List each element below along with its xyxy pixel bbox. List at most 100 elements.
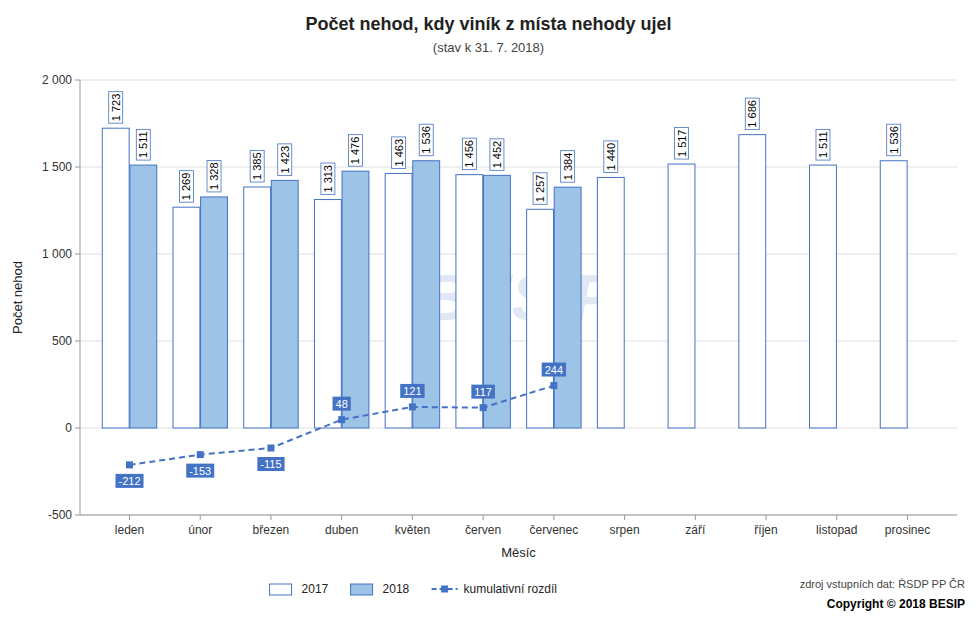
watermark: BESIP	[422, 262, 614, 334]
bar-label-text: 1 511	[137, 131, 149, 158]
bar	[201, 197, 228, 428]
bar	[880, 161, 907, 428]
bar-label: 1 463	[392, 137, 406, 169]
bar-label-text: 1 463	[393, 139, 405, 167]
bar-label: 1 476	[348, 135, 362, 167]
y-tick-label: 0	[65, 421, 72, 435]
y-tick	[75, 167, 80, 168]
subtitle: (stav k 31. 7. 2018)	[433, 40, 544, 55]
legend-marker	[441, 586, 448, 593]
bar-label: 1 511	[816, 129, 830, 160]
y-tick-label: 2 000	[42, 73, 72, 87]
bar-label: 1 384	[561, 151, 575, 183]
marker	[480, 404, 487, 411]
marker	[267, 445, 274, 452]
y-tick-label: 1 500	[42, 160, 72, 174]
bar-label-box	[561, 151, 575, 183]
legend-swatch	[270, 584, 292, 595]
legend-label: kumulativní rozdíl	[464, 582, 557, 596]
bar-label-box	[887, 124, 901, 156]
data-labels: 1 723 1 269 1 385 1 313 1 463 1 456 1 257 1 440…	[109, 92, 901, 488]
legend-item: 2018	[351, 582, 410, 596]
line-label-text: 121	[403, 385, 421, 397]
x-axis-line	[80, 515, 957, 516]
bar-label: 1 313	[321, 163, 335, 195]
bar-label-box	[745, 98, 759, 130]
bar-label-text: 1 269	[180, 173, 192, 201]
line-label-box	[186, 464, 214, 478]
marker	[197, 451, 204, 458]
bar-label-box	[490, 139, 504, 171]
x-tick-label: únor	[188, 523, 212, 537]
x-tick	[200, 515, 201, 520]
chart: Počet nehod, kdy viník z místa nehody uj…	[0, 0, 977, 632]
grid-line	[80, 515, 957, 516]
bar-label-box	[816, 129, 830, 160]
bar-label-text: 1 476	[349, 137, 361, 165]
x-tick-label: leden	[115, 523, 144, 537]
footer-note: zdroj vstupních dat: ŘSDP PP ČR	[800, 578, 965, 590]
bar-label-box	[533, 173, 547, 205]
marker	[126, 461, 133, 468]
x-tick-label: březen	[253, 523, 290, 537]
bar-label-text: 1 440	[605, 143, 617, 171]
legend-label: 2017	[302, 582, 329, 596]
bar	[810, 165, 837, 428]
x-tick-label: říjen	[754, 523, 777, 537]
bar-label: 1 440	[604, 141, 618, 173]
footer-note: Copyright © 2018 BESIP	[827, 597, 965, 611]
line-label: -212	[115, 474, 143, 488]
y-axis-label: Počet nehod	[10, 261, 25, 334]
bar-label-box	[179, 171, 193, 203]
bar-label-box	[462, 138, 476, 170]
line-label-text: 117	[474, 386, 492, 398]
grid-line	[80, 80, 957, 81]
line	[130, 386, 554, 465]
bar-label: 1 385	[250, 150, 264, 182]
bar	[554, 187, 581, 428]
bar-label: 1 511	[136, 129, 150, 160]
line-label-box	[400, 384, 424, 398]
bar-label-box	[348, 135, 362, 167]
legend-label: 2018	[383, 582, 410, 596]
y-tick	[75, 515, 80, 516]
x-tick	[907, 515, 908, 520]
line-label: 244	[542, 363, 566, 377]
line-label: -153	[186, 464, 214, 478]
bar	[668, 164, 695, 428]
bar-label-text: 1 452	[491, 141, 503, 169]
x-tick-label: květen	[395, 523, 430, 537]
y-tick	[75, 428, 80, 429]
bar-label-text: 1 723	[110, 94, 122, 122]
bar	[314, 200, 341, 428]
bar-label: 1 257	[533, 173, 547, 205]
bar-label-box	[278, 144, 292, 176]
x-tick	[270, 515, 271, 520]
x-axis: ledenúnorbřezendubenkvětenčervenčervenec…	[115, 515, 930, 537]
line-label-text: -212	[118, 475, 140, 487]
y-tick	[75, 341, 80, 342]
x-tick	[553, 515, 554, 520]
x-tick	[412, 515, 413, 520]
x-tick	[766, 515, 767, 520]
x-tick	[341, 515, 342, 520]
bar-label: 1 423	[278, 144, 292, 176]
bar-label: 1 517	[675, 128, 689, 160]
bar-label-text: 1 456	[463, 140, 475, 168]
bar	[244, 187, 271, 428]
bar-label-box	[109, 92, 123, 124]
bar-label: 1 536	[419, 124, 433, 156]
bar	[102, 128, 129, 428]
bar	[597, 177, 624, 428]
x-tick	[483, 515, 484, 520]
x-tick	[836, 515, 837, 520]
x-tick	[695, 515, 696, 520]
x-axis-label: Měsíc	[501, 545, 536, 560]
line-label-text: 48	[336, 398, 348, 410]
legend-item: 2017	[270, 582, 329, 596]
y-axis: -50005001 0001 5002 000	[42, 73, 957, 522]
bar	[342, 171, 369, 428]
bar-label-box	[136, 129, 150, 160]
bar-label-box	[392, 137, 406, 169]
bar-label: 1 269	[179, 171, 193, 203]
